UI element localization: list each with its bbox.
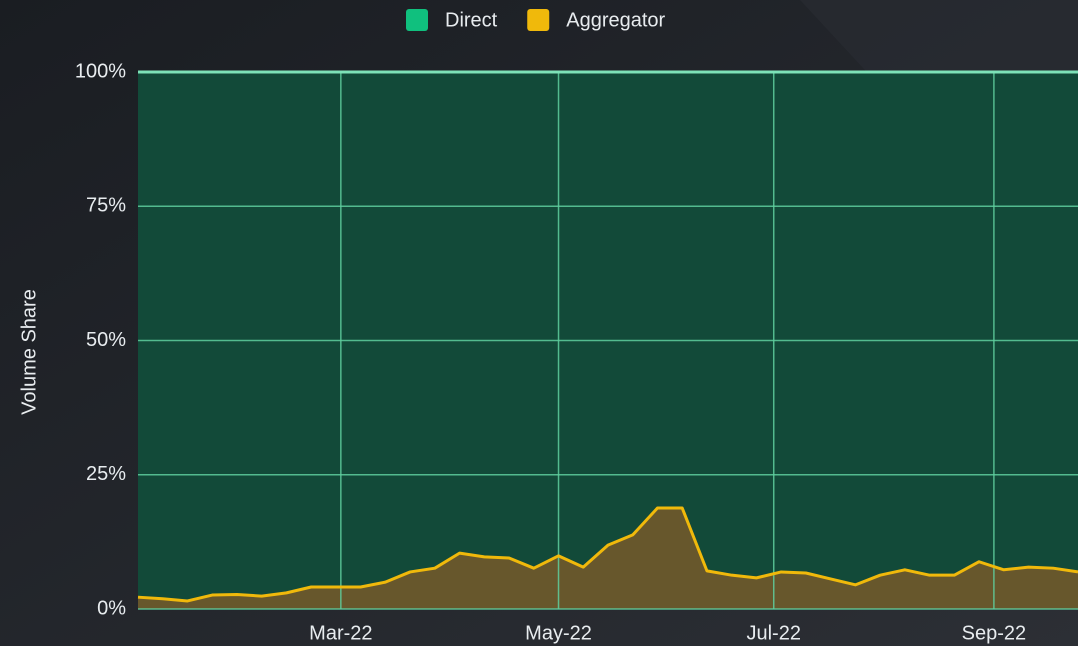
- y-tick-label: 100%: [75, 60, 126, 82]
- x-tick-label: May-22: [525, 622, 592, 644]
- x-tick-label: Sep-22: [962, 622, 1027, 644]
- x-tick-label: Jul-22: [746, 622, 800, 644]
- y-tick-label: 50%: [86, 329, 126, 351]
- area-fill: [138, 508, 1078, 609]
- legend-label: Aggregator: [566, 9, 665, 31]
- y-tick-label: 25%: [86, 463, 126, 485]
- area-fill: [138, 72, 1078, 601]
- plot: 0% 25% 50% 75% 100% Mar-22 May-22 Jul-22 Sep-22: [75, 60, 1078, 644]
- y-axis-label: Volume Share: [18, 289, 40, 415]
- legend-label: Direct: [445, 9, 498, 31]
- legend-swatch: [527, 9, 550, 31]
- y-tick-label: 75%: [86, 195, 126, 217]
- x-tick-label: Mar-22: [309, 622, 372, 644]
- legend-swatch: [406, 9, 428, 31]
- area-line: [137, 506, 1078, 603]
- legend: Direct Aggregator: [406, 9, 666, 31]
- y-tick-label: 0%: [97, 597, 126, 619]
